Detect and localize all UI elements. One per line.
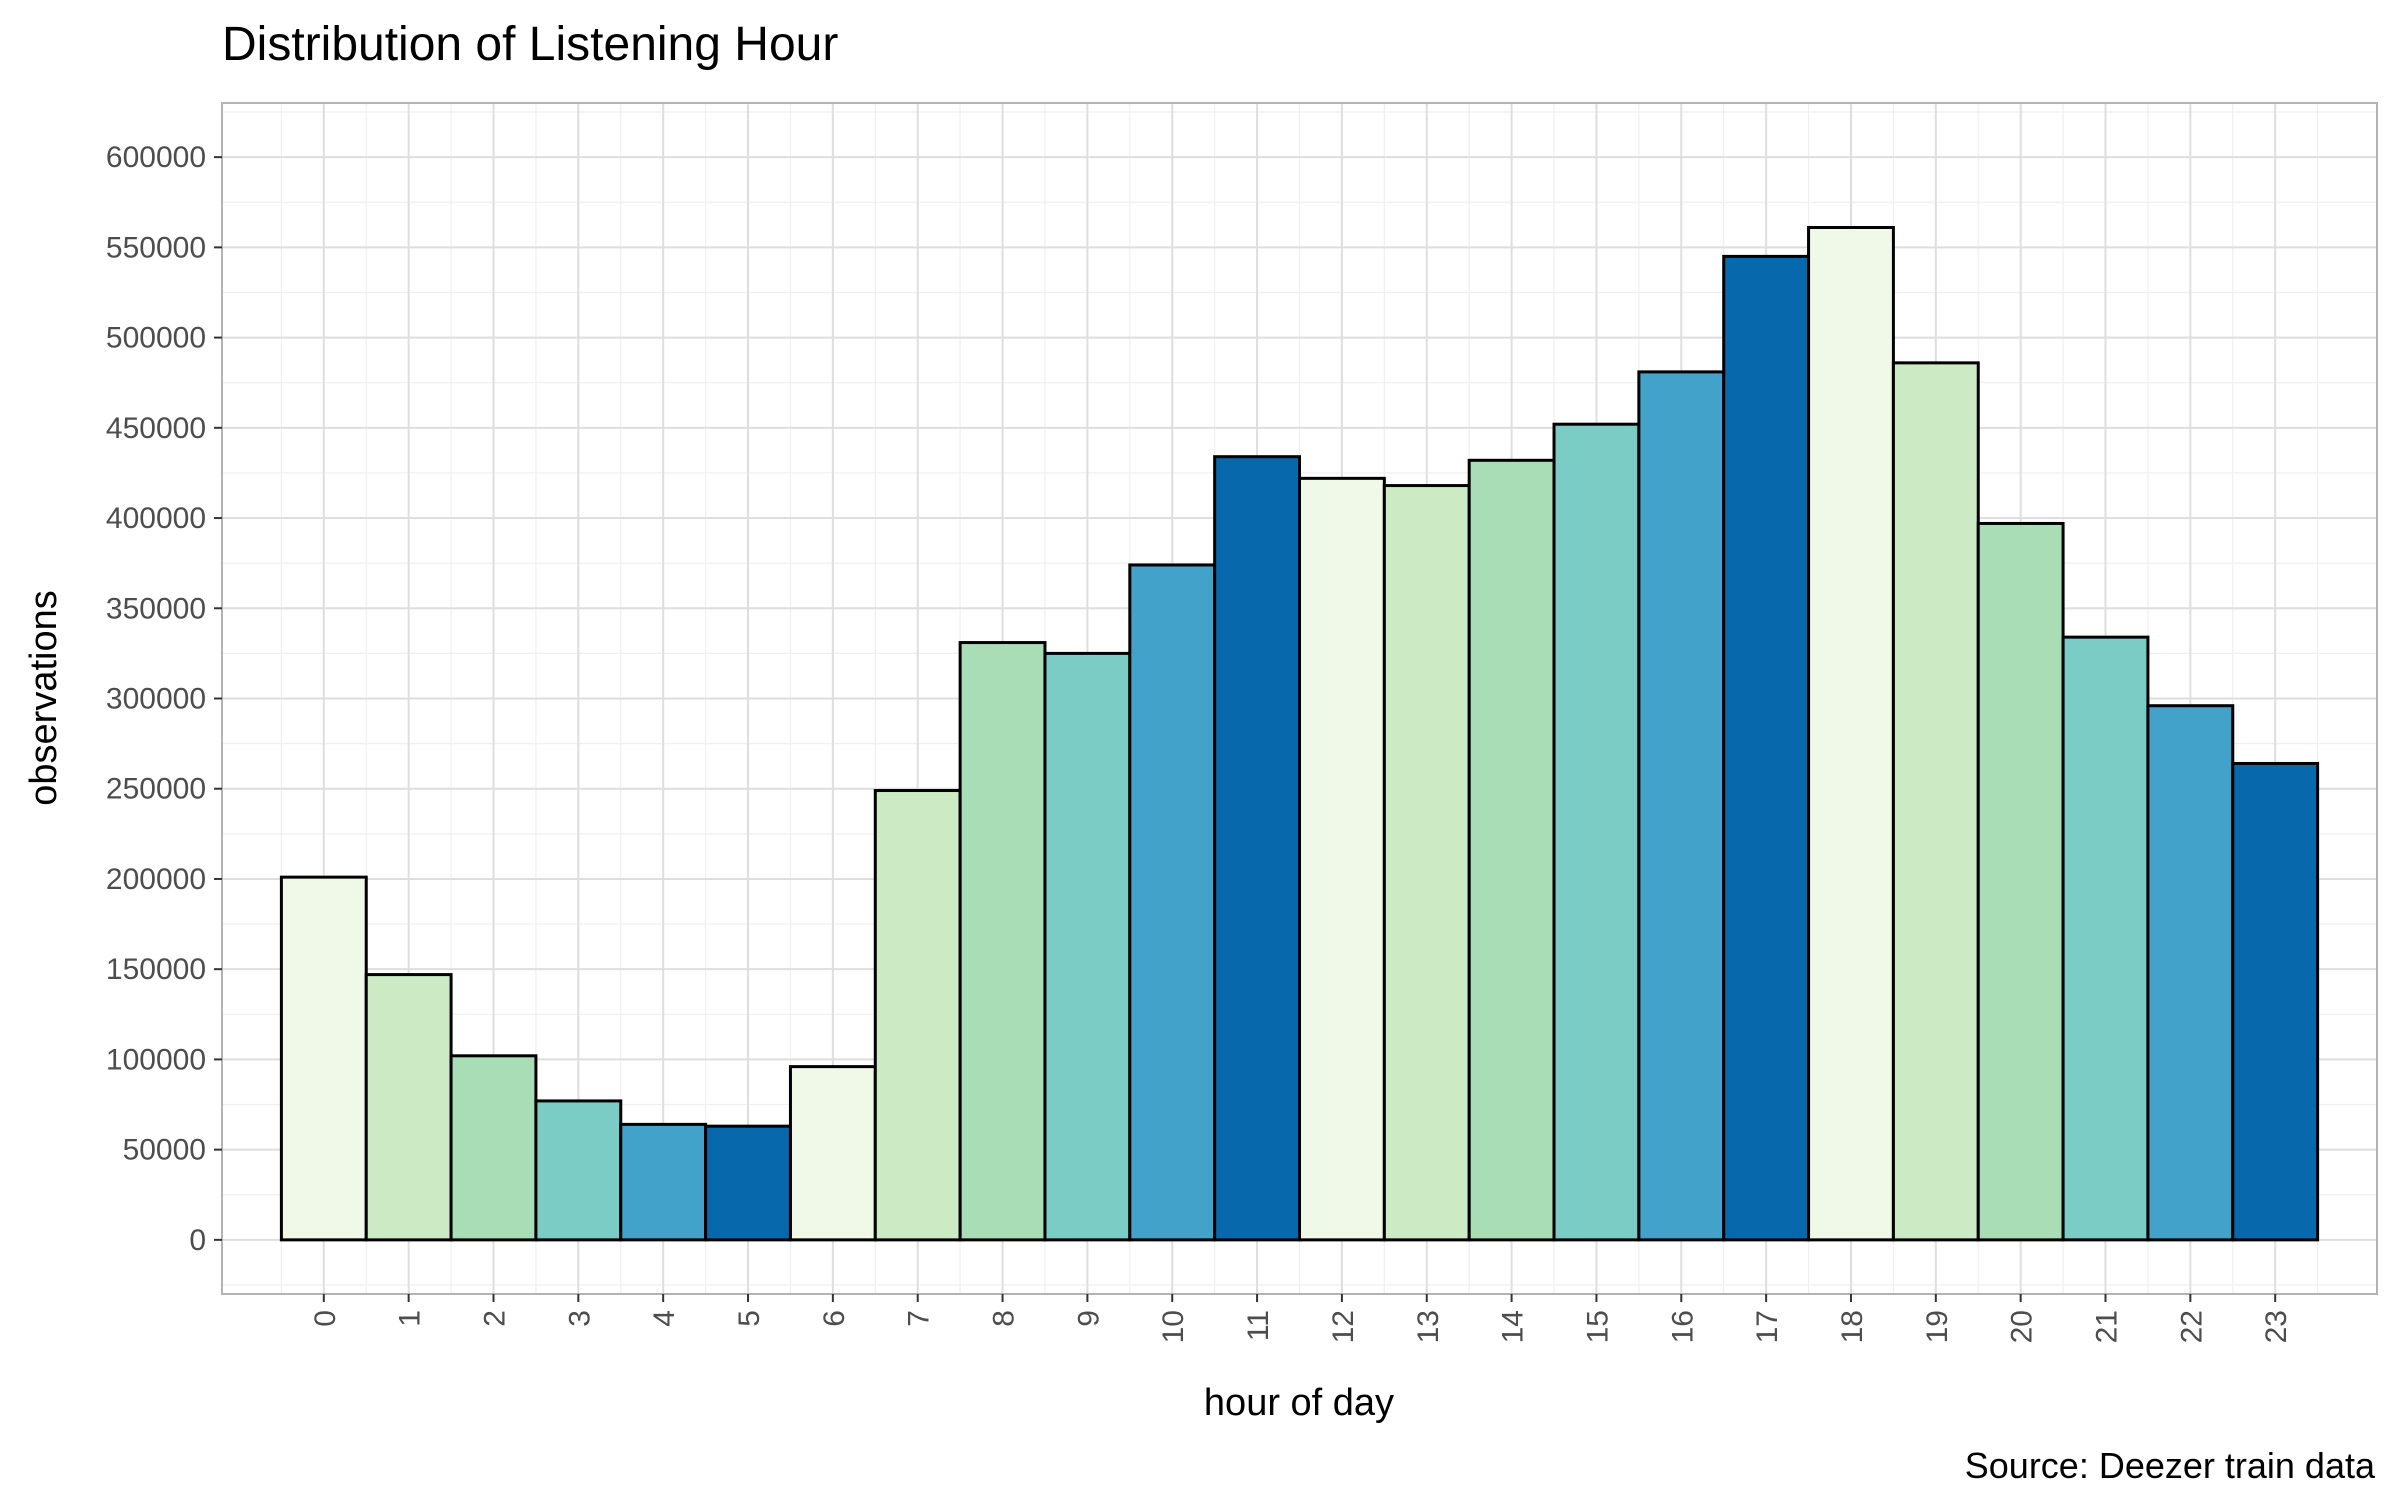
x-tick-label: 17 [1751,1310,1784,1343]
x-tick-label: 21 [2091,1310,2124,1343]
x-tick-label: 9 [1072,1310,1105,1327]
x-tick-label: 15 [1581,1310,1614,1343]
bar-hour-7 [873,789,962,1242]
bar-hour-12 [1298,476,1386,1242]
y-tick-label: 300000 [106,683,206,716]
y-tick-label: 50000 [123,1134,206,1167]
bar-hour-9 [1043,651,1132,1242]
x-tick-label: 20 [2006,1310,2039,1343]
x-tick-label: 5 [733,1310,766,1327]
bar-hour-22 [2146,704,2235,1242]
x-tick-label: 10 [1157,1310,1190,1343]
x-tick-label: 23 [2260,1310,2293,1343]
bar-hour-20 [1976,521,2065,1242]
bar-hour-15 [1552,422,1641,1242]
y-tick-label: 0 [189,1224,206,1257]
y-tick-label: 550000 [106,231,206,264]
bar-hour-1 [364,973,453,1242]
bar-hour-10 [1128,563,1217,1242]
x-tick-label: 11 [1242,1310,1275,1341]
x-tick-label: 22 [2175,1310,2208,1343]
y-tick-label: 350000 [106,592,206,625]
chart-title: Distribution of Listening Hour [222,18,838,71]
x-tick-label: 2 [478,1310,511,1327]
x-tick-label: 14 [1497,1310,1530,1343]
bar-hour-5 [704,1124,792,1242]
bar-hour-14 [1467,458,1556,1242]
x-tick-label: 1 [394,1310,427,1327]
bar-hour-11 [1213,455,1301,1242]
chart-caption: Source: Deezer train data [1965,1445,2376,1486]
x-tick-label: 16 [1666,1310,1699,1343]
x-tick-label: 0 [309,1310,342,1327]
x-tick-label: 3 [563,1310,596,1327]
bar-hour-8 [958,641,1047,1242]
y-axis-ticks: 0 50000 100000 150000 200000 250000 300000 3500… [106,141,222,1257]
x-tick-label: 4 [648,1310,681,1327]
y-tick-label: 150000 [106,953,206,986]
bars [279,226,2320,1242]
bar-hour-6 [788,1065,877,1242]
y-tick-label: 400000 [106,502,206,535]
x-tick-label: 7 [903,1310,936,1327]
bar-hour-2 [449,1054,538,1242]
bar-hour-3 [534,1099,623,1242]
bar-hour-16 [1637,370,1726,1242]
y-tick-label: 600000 [106,141,206,174]
y-tick-label: 450000 [106,412,206,445]
y-tick-label: 250000 [106,773,206,806]
bar-hour-21 [2061,635,2150,1242]
y-tick-label: 500000 [106,322,206,355]
bar-hour-18 [1807,226,1895,1242]
y-tick-label: 200000 [106,863,206,896]
bar-hour-23 [2231,761,2320,1242]
bar-hour-17 [1722,254,1811,1242]
x-tick-label: 12 [1327,1310,1360,1343]
y-axis-title: observations [23,590,65,805]
bar-hour-19 [1891,361,1980,1242]
bar-hour-0 [279,875,368,1242]
x-axis-ticks: 0 1 2 3 4 5 6 7 8 9 10 11 12 13 14 15 16 17 18 19 20 21 22 23 [309,1294,2293,1343]
x-tick-label: 18 [1836,1310,1869,1343]
x-axis-title: hour of day [1204,1382,1394,1424]
x-tick-label: 19 [1921,1310,1954,1343]
x-tick-label: 6 [818,1310,851,1327]
bar-hour-13 [1382,484,1471,1242]
y-tick-label: 100000 [106,1043,206,1076]
x-tick-label: 13 [1412,1310,1445,1343]
bar-hour-4 [619,1122,708,1242]
x-tick-label: 8 [988,1310,1021,1327]
